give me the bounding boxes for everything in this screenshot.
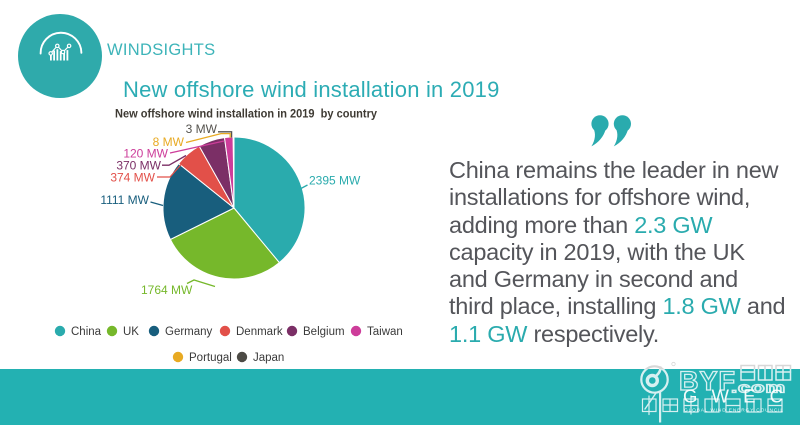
svg-text:1111 MW: 1111 MW — [100, 193, 149, 207]
svg-text:3 MW: 3 MW — [186, 122, 218, 136]
svg-text:New offshore wind installation: New offshore wind installation in 2019 b… — [115, 107, 377, 121]
svg-text:China: China — [71, 326, 102, 338]
svg-text:1764 MW: 1764 MW — [141, 283, 193, 297]
svg-text:Portugal: Portugal — [189, 352, 232, 364]
svg-text:120 MW: 120 MW — [123, 147, 168, 161]
svg-text:370 MW: 370 MW — [116, 159, 161, 173]
svg-text:374 MW: 374 MW — [110, 171, 155, 185]
svg-text:Germany: Germany — [165, 326, 213, 338]
svg-text:Japan: Japan — [253, 352, 284, 364]
svg-text:8 MW: 8 MW — [153, 135, 185, 149]
svg-text:GLOBAL WIND ENERGY COUNCIL: GLOBAL WIND ENERGY COUNCIL — [684, 408, 783, 414]
svg-text:2395 MW: 2395 MW — [309, 174, 361, 188]
svg-text:UK: UK — [123, 326, 139, 338]
svg-text:Denmark: Denmark — [236, 326, 283, 338]
svg-text:Belgium: Belgium — [303, 326, 345, 338]
svg-text:Taiwan: Taiwan — [367, 326, 403, 338]
